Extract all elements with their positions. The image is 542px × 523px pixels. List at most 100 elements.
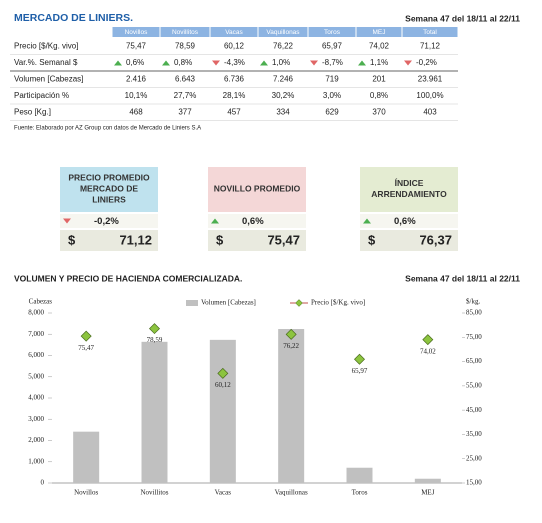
- card-value-row: [60, 230, 158, 251]
- arrow-down: [310, 60, 318, 66]
- table-cell: 60,12: [224, 42, 245, 51]
- bar: [141, 341, 168, 483]
- bar: [278, 329, 305, 483]
- table-cell: 6.736: [224, 75, 245, 84]
- bar: [209, 339, 236, 483]
- table-cell: 0,6%: [126, 58, 144, 67]
- x-tick-label: Toros: [352, 489, 368, 497]
- card-header: [60, 167, 158, 212]
- arrow-up: [363, 218, 371, 224]
- arrow-up: [211, 218, 219, 224]
- card-header: [360, 167, 458, 212]
- table-cell: 65,97: [322, 42, 343, 51]
- arrow-up: [260, 60, 268, 66]
- marker: [285, 328, 297, 340]
- column-header: Vaquillonas: [266, 29, 300, 36]
- card-change: -0,2%: [94, 216, 119, 227]
- y-tick-label: 1,000: [28, 457, 44, 465]
- y2-tick-label: 85,00: [466, 309, 482, 317]
- card-value: 76,37: [419, 232, 452, 247]
- chart-subtitle: Semana 47 del 18/11 al 22/11: [405, 273, 520, 283]
- y-tick-label: 7,000: [28, 330, 44, 338]
- table-cell: -4,3%: [224, 58, 245, 67]
- y2-tick-label: 65,00: [466, 357, 482, 365]
- table-cell: 27,7%: [174, 91, 197, 100]
- arrow-up: [358, 60, 366, 66]
- y-axis-label: Cabezas: [29, 298, 53, 306]
- header-cell: [356, 27, 402, 37]
- table-cell: 1,0%: [272, 58, 290, 67]
- header-cell: [210, 27, 258, 37]
- card-change-row: [208, 214, 306, 228]
- y-tick-label: 8,000: [28, 309, 44, 317]
- arrow-up: [114, 60, 122, 66]
- x-tick-label: Vaquillonas: [275, 489, 308, 497]
- table-cell: 7.246: [273, 75, 294, 84]
- x-tick-label: Novillos: [74, 489, 98, 497]
- column-header: Novillitos: [172, 29, 199, 36]
- card-change: 0,6%: [394, 216, 416, 227]
- bar: [414, 478, 441, 483]
- card-currency: $: [68, 232, 76, 247]
- x-tick-label: MEJ: [421, 489, 435, 497]
- y-tick-label: 6,000: [28, 351, 44, 359]
- y-tick-label: 4,000: [28, 394, 44, 402]
- table-cell: 75,47: [126, 42, 147, 51]
- table-cell: 370: [372, 108, 386, 117]
- y-tick-label: 2,000: [28, 436, 44, 444]
- card-title-line: NOVILLO PROMEDIO: [214, 184, 301, 194]
- y-tick-label: 3,000: [28, 415, 44, 423]
- card-currency: $: [216, 232, 224, 247]
- y2-tick-label: 45,00: [466, 406, 482, 414]
- card-change-row: [360, 214, 458, 228]
- legend-swatch: [295, 299, 303, 307]
- table-cell: 100,0%: [416, 91, 443, 100]
- table-cell: 6.643: [175, 75, 196, 84]
- data-label: 60,12: [215, 381, 231, 389]
- card-title: NOVILLO PROMEDIO: [214, 184, 301, 194]
- chart-title: VOLUMEN Y PRECIO DE HACIENDA COMERCIALIZ…: [14, 273, 242, 283]
- table-cell: 468: [129, 108, 143, 117]
- table-cell: 23.961: [418, 75, 443, 84]
- card-change: 0,6%: [242, 216, 264, 227]
- table-cell: -8,7%: [322, 58, 343, 67]
- card-value: 71,12: [119, 232, 152, 247]
- arrow-down: [404, 60, 412, 66]
- header-cell: [402, 27, 458, 37]
- table-cell: 719: [325, 75, 339, 84]
- arrow-down: [212, 60, 220, 66]
- marker: [422, 334, 434, 346]
- header-cell: [160, 27, 210, 37]
- column-header: Total: [423, 29, 437, 36]
- bar: [73, 431, 100, 483]
- card-header: [208, 167, 306, 212]
- table-cell: 3,0%: [323, 91, 341, 100]
- card-title: PRECIO PROMEDIO MERCADO DE LINIERS: [68, 173, 150, 205]
- legend-swatch: [186, 300, 198, 306]
- table-cell: 201: [372, 75, 386, 84]
- table-cell: 1,1%: [370, 58, 388, 67]
- header-cell: [112, 27, 160, 37]
- data-label: 78,59: [147, 336, 163, 344]
- card-title-line: LINIERS: [92, 195, 126, 205]
- marker: [354, 353, 365, 365]
- card-title-line: PRECIO PROMEDIO: [68, 173, 150, 183]
- header-cell: [258, 27, 308, 37]
- x-tick-label: Vacas: [215, 489, 232, 497]
- row-label: Participación %: [14, 91, 69, 100]
- table-cell: 334: [276, 108, 290, 117]
- y2-tick-label: 25,00: [466, 454, 482, 462]
- table-cell: 30,2%: [272, 91, 295, 100]
- column-header: Vacas: [225, 29, 243, 36]
- y2-tick-label: 75,00: [466, 333, 482, 341]
- arrow-down: [63, 218, 71, 224]
- y2-tick-label: 15,00: [466, 479, 482, 487]
- data-label: 76,22: [283, 342, 299, 350]
- card-change-row: [60, 214, 158, 228]
- marker: [80, 330, 92, 342]
- source-note: Fuente: Elaborado por AZ Group con datos…: [14, 126, 201, 132]
- table-cell: 71,12: [420, 42, 441, 51]
- card-title-line: ÍNDICE: [395, 178, 424, 188]
- row-label: Peso [Kg.]: [14, 108, 51, 117]
